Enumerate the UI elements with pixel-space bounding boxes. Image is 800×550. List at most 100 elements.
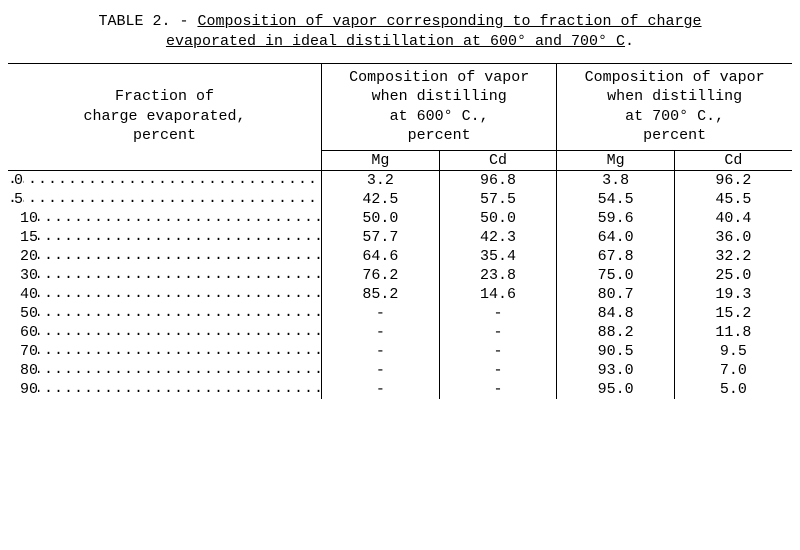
hdr-600-l3: at 600° C., (390, 108, 489, 125)
cell-mg700: 75.0 (557, 266, 675, 285)
fraction-value: 70 (14, 343, 38, 360)
cell-cd600: - (439, 304, 557, 323)
cell-mg600: - (322, 304, 440, 323)
cell-cd600: 42.3 (439, 228, 557, 247)
cell-fraction: 70 (8, 342, 322, 361)
cell-cd700: 9.5 (674, 342, 792, 361)
hdr-700-l1: Composition of vapor (585, 69, 765, 86)
cell-cd700: 7.0 (674, 361, 792, 380)
cell-cd600: 57.5 (439, 190, 557, 209)
table-row: 15 57.742.364.036.0 (8, 228, 792, 247)
cell-mg600: 42.5 (322, 190, 440, 209)
cell-cd700: 36.0 (674, 228, 792, 247)
cell-mg600: - (322, 323, 440, 342)
cell-mg600: 85.2 (322, 285, 440, 304)
hdr-fraction-l3: percent (133, 127, 196, 144)
cell-mg600: 76.2 (322, 266, 440, 285)
hdr-600-l4: percent (408, 127, 471, 144)
cell-fraction: 80 (8, 361, 322, 380)
cell-cd700: 96.2 (674, 170, 792, 190)
caption-suffix: . (625, 33, 634, 50)
fraction-value: 90 (14, 381, 38, 398)
hdr-fraction-l1: Fraction of (115, 88, 214, 105)
table-row: 0 3.296.83.896.2 (8, 170, 792, 190)
cell-mg700: 54.5 (557, 190, 675, 209)
table-row: 50--84.815.2 (8, 304, 792, 323)
cell-mg600: 50.0 (322, 209, 440, 228)
cell-cd700: 45.5 (674, 190, 792, 209)
col-header-mg-700: Mg (557, 150, 675, 170)
fraction-value: 15 (14, 229, 38, 246)
fraction-value: 60 (14, 324, 38, 341)
col-header-fraction: Fraction of charge evaporated, percent (8, 63, 322, 170)
hdr-fraction-l2: charge evaporated, (84, 108, 246, 125)
col-header-mg-600: Mg (322, 150, 440, 170)
cell-mg700: 80.7 (557, 285, 675, 304)
col-header-700c-group: Composition of vapor when distilling at … (557, 63, 792, 150)
cell-cd600: - (439, 342, 557, 361)
fraction-value: 30 (14, 267, 38, 284)
cell-fraction: 40 (8, 285, 322, 304)
fraction-value: 5 (14, 191, 23, 208)
caption-prefix: TABLE 2. - (98, 13, 197, 30)
cell-mg600: - (322, 380, 440, 399)
cell-fraction: 60 (8, 323, 322, 342)
fraction-value: 20 (14, 248, 38, 265)
col-header-cd-600: Cd (439, 150, 557, 170)
hdr-700-l4: percent (643, 127, 706, 144)
cell-mg700: 95.0 (557, 380, 675, 399)
caption-line-1: Composition of vapor corresponding to fr… (197, 13, 701, 30)
cell-cd600: 50.0 (439, 209, 557, 228)
fraction-value: 50 (14, 305, 38, 322)
fraction-value: 0 (14, 172, 23, 189)
caption-line-2: evaporated in ideal distillation at 600°… (166, 33, 625, 50)
cell-cd700: 19.3 (674, 285, 792, 304)
vapor-composition-table: Fraction of charge evaporated, percent C… (8, 63, 792, 399)
table-caption: TABLE 2. - Composition of vapor correspo… (8, 12, 792, 53)
table-row: 30 76.223.875.025.0 (8, 266, 792, 285)
cell-fraction: 50 (8, 304, 322, 323)
cell-mg600: 64.6 (322, 247, 440, 266)
cell-fraction: 15 (8, 228, 322, 247)
cell-cd600: - (439, 323, 557, 342)
table-row: 80--93.07.0 (8, 361, 792, 380)
cell-fraction: 10 (8, 209, 322, 228)
cell-cd700: 40.4 (674, 209, 792, 228)
fraction-value: 10 (14, 210, 38, 227)
table-row: 90--95.05.0 (8, 380, 792, 399)
col-header-600c-group: Composition of vapor when distilling at … (322, 63, 557, 150)
table-row: 60--88.211.8 (8, 323, 792, 342)
cell-cd600: - (439, 361, 557, 380)
cell-mg600: - (322, 361, 440, 380)
cell-mg700: 3.8 (557, 170, 675, 190)
cell-cd600: - (439, 380, 557, 399)
cell-mg700: 64.0 (557, 228, 675, 247)
cell-cd700: 25.0 (674, 266, 792, 285)
col-header-cd-700: Cd (674, 150, 792, 170)
hdr-600-l1: Composition of vapor (349, 69, 529, 86)
cell-fraction: 90 (8, 380, 322, 399)
fraction-value: 80 (14, 362, 38, 379)
cell-fraction: 5 (8, 190, 322, 209)
cell-mg700: 59.6 (557, 209, 675, 228)
cell-mg600: 57.7 (322, 228, 440, 247)
cell-cd600: 35.4 (439, 247, 557, 266)
table-row: 1050.050.059.640.4 (8, 209, 792, 228)
cell-cd600: 96.8 (439, 170, 557, 190)
cell-mg700: 93.0 (557, 361, 675, 380)
cell-mg700: 84.8 (557, 304, 675, 323)
hdr-700-l3: at 700° C., (625, 108, 724, 125)
cell-cd700: 15.2 (674, 304, 792, 323)
hdr-600-l2: when distilling (372, 88, 507, 105)
cell-fraction: 30 (8, 266, 322, 285)
cell-mg700: 90.5 (557, 342, 675, 361)
cell-mg600: 3.2 (322, 170, 440, 190)
cell-mg600: - (322, 342, 440, 361)
cell-cd700: 32.2 (674, 247, 792, 266)
cell-cd600: 23.8 (439, 266, 557, 285)
table-row: 70--90.59.5 (8, 342, 792, 361)
cell-fraction: 20 (8, 247, 322, 266)
table-row: 2064.635.467.832.2 (8, 247, 792, 266)
table-body: 03.296.83.896.2 542.557.554.545.51050.05… (8, 170, 792, 399)
table-row: 5 42.557.554.545.5 (8, 190, 792, 209)
